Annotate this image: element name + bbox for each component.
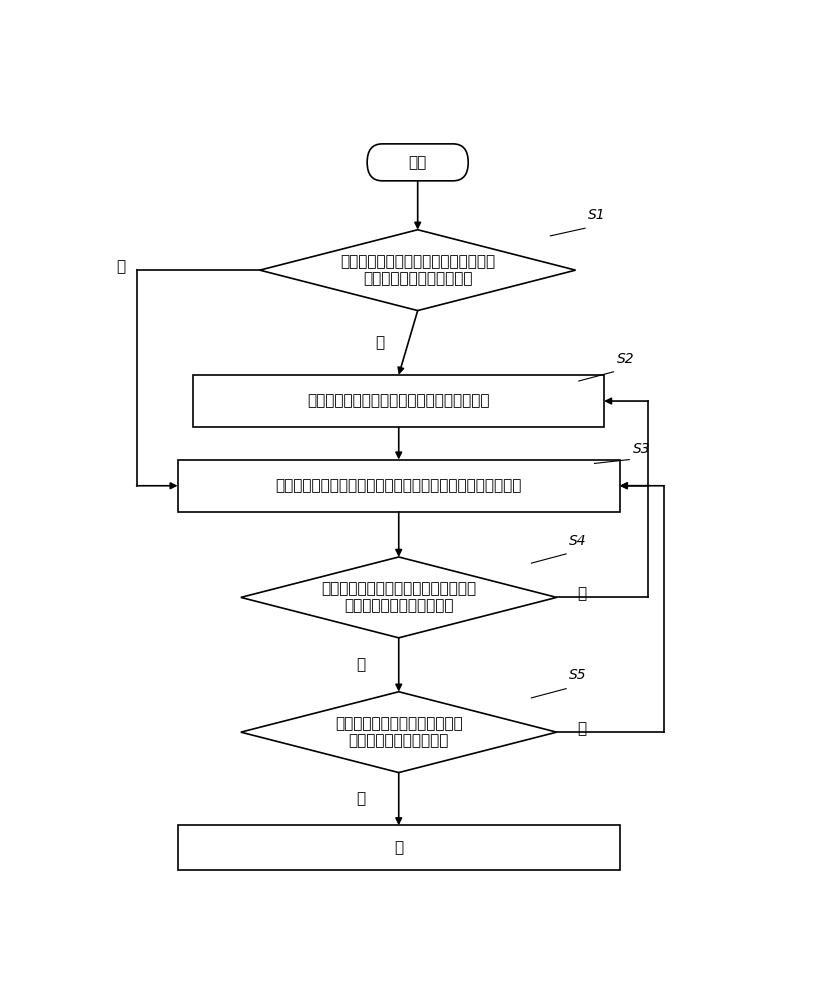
Text: 信号灯的绿灯累积延长时间是否
达到设定的极限延长时间: 信号灯的绿灯累积延长时间是否 达到设定的极限延长时间 [335, 716, 463, 748]
Text: 否: 否 [394, 840, 403, 855]
Polygon shape [241, 557, 557, 638]
FancyBboxPatch shape [367, 144, 468, 181]
Bar [178, 825, 620, 870]
Text: S5: S5 [569, 668, 587, 682]
Text: S3: S3 [632, 442, 650, 456]
Text: 初始绿灯时间结束时检测是否有与当前
相位相冲突的行人强行过街: 初始绿灯时间结束时检测是否有与当前 相位相冲突的行人强行过街 [340, 254, 496, 286]
Text: 是: 是 [117, 259, 126, 274]
Text: 输出更换相位控制指令，控制信号灯更换相位: 输出更换相位控制指令，控制信号灯更换相位 [307, 394, 490, 409]
Text: 否: 否 [375, 335, 385, 350]
Text: 否: 否 [356, 657, 365, 672]
Polygon shape [260, 230, 575, 311]
Polygon shape [241, 692, 557, 773]
Text: 输出延时更换相位控制指令控制信号灯延时单位绿灯延长时间: 输出延时更换相位控制指令控制信号灯延时单位绿灯延长时间 [275, 478, 522, 493]
Text: 否: 否 [356, 791, 365, 806]
Text: S2: S2 [617, 352, 634, 366]
Text: 是: 是 [577, 721, 587, 736]
Bar [193, 375, 604, 427]
Bar [178, 460, 620, 512]
Text: 是: 是 [577, 586, 587, 601]
Text: S1: S1 [588, 208, 606, 222]
Text: S4: S4 [569, 534, 587, 548]
Text: 在信号灯延时了单位绿灯延长时间后，
判断强行过街人流是否中断: 在信号灯延时了单位绿灯延长时间后， 判断强行过街人流是否中断 [321, 581, 476, 614]
Text: 绿灯: 绿灯 [408, 155, 427, 170]
